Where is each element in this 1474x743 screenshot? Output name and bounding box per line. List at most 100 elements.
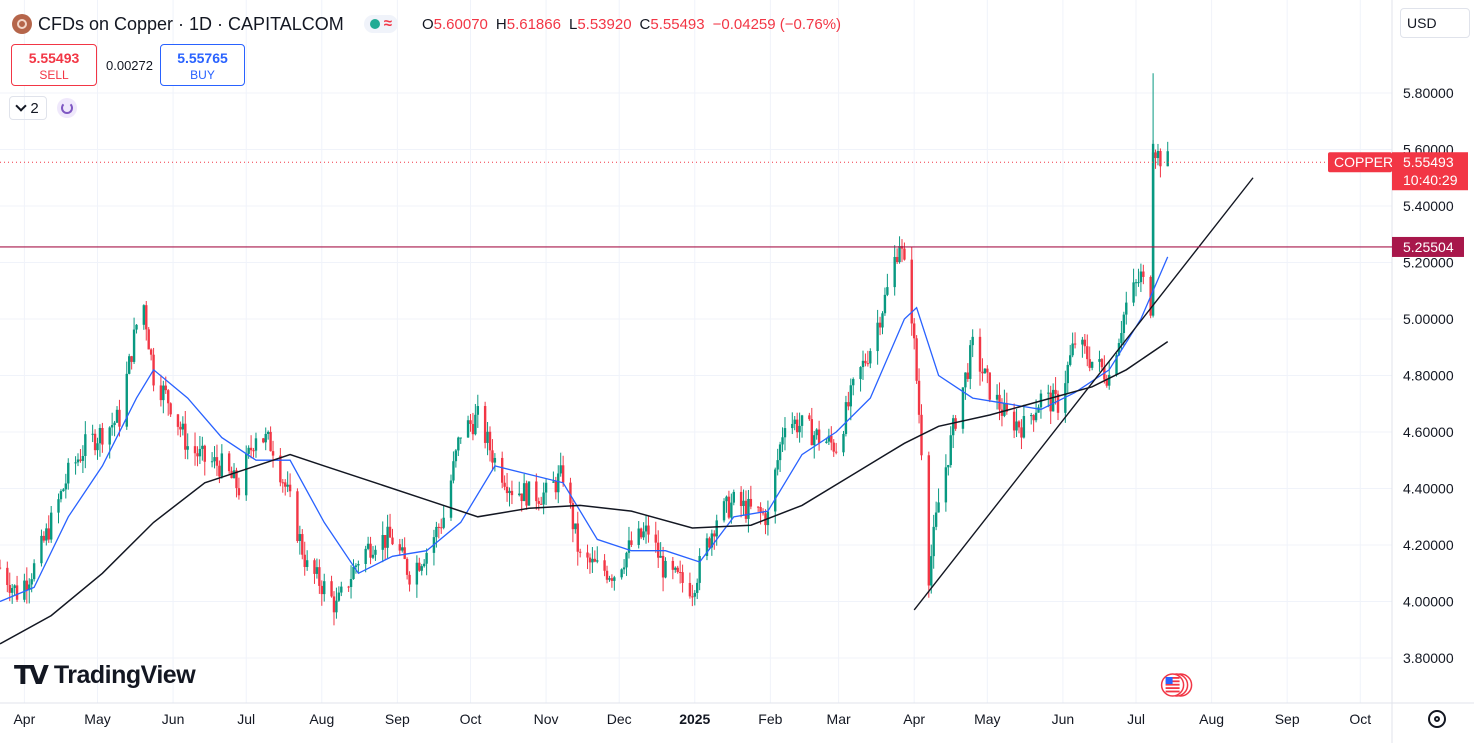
- candle-body: [525, 483, 528, 506]
- gear-icon[interactable]: [1428, 710, 1446, 728]
- y-tick-label: 5.00000: [1403, 311, 1454, 327]
- candle-body: [437, 526, 441, 528]
- currency-select[interactable]: USD: [1400, 8, 1470, 38]
- candle-body: [798, 425, 801, 433]
- candle-body: [101, 427, 104, 445]
- candle-body: [1125, 302, 1128, 315]
- market-open-icon: [369, 19, 380, 29]
- candle-body: [57, 499, 60, 513]
- candle-body: [795, 419, 799, 433]
- candle-body: [749, 498, 753, 507]
- candle-body: [215, 457, 219, 466]
- candle-body: [332, 596, 336, 613]
- candle-body: [847, 402, 850, 407]
- candle-body: [554, 481, 558, 493]
- candle-body: [357, 563, 360, 566]
- candle-body: [162, 385, 165, 401]
- candle-body: [510, 490, 514, 496]
- candle-body: [964, 372, 967, 388]
- candle-body: [366, 543, 370, 549]
- candle-body: [145, 305, 148, 330]
- y-tick-label: 4.40000: [1403, 481, 1454, 497]
- candle-body: [932, 526, 935, 557]
- spread-value: 0.00272: [106, 58, 153, 73]
- candle-body: [642, 531, 645, 538]
- x-tick-label: Jul: [237, 711, 255, 727]
- market-status[interactable]: ≈: [363, 15, 398, 33]
- candle-body: [28, 584, 31, 590]
- candle-body: [298, 534, 302, 541]
- x-tick-label: Sep: [385, 711, 410, 727]
- candle-body: [135, 324, 138, 330]
- candle-body: [352, 566, 355, 580]
- candle-body: [693, 592, 696, 597]
- candle-body: [320, 585, 323, 595]
- candle-body: [159, 385, 163, 401]
- candle-body: [715, 520, 718, 537]
- candle-body: [128, 356, 131, 374]
- candle-body: [262, 438, 265, 443]
- candle-body: [76, 459, 80, 463]
- symbol-name-tag: [1328, 152, 1392, 173]
- candle-body: [386, 526, 389, 548]
- candle-body: [561, 465, 565, 483]
- candle-body: [388, 526, 392, 538]
- candle-body: [1166, 151, 1169, 167]
- candle-body: [864, 360, 867, 364]
- candle-body: [637, 528, 640, 545]
- candle-body: [817, 429, 821, 443]
- candle-body: [374, 549, 377, 555]
- candle-body: [869, 351, 872, 364]
- candle-body: [466, 420, 470, 438]
- candle-body: [493, 457, 497, 463]
- tradingview-logo[interactable]: 𝗧𝗩 TradingView: [14, 660, 196, 690]
- candle-body: [622, 567, 626, 570]
- candle-body: [296, 491, 299, 541]
- candle-body: [691, 596, 694, 598]
- candle-body: [674, 567, 677, 570]
- y-tick-label: 5.20000: [1403, 255, 1454, 271]
- candle-body: [917, 380, 921, 415]
- candle-body: [1086, 346, 1089, 360]
- candle-body: [883, 294, 887, 314]
- candle-body: [1159, 150, 1162, 167]
- candle-body: [1142, 271, 1145, 277]
- candle-body: [951, 418, 955, 436]
- x-tick-label: Dec: [607, 711, 632, 727]
- sell-button[interactable]: 5.55493 SELL: [11, 44, 97, 86]
- candle-body: [937, 502, 940, 513]
- candle-body: [800, 415, 804, 426]
- candle-body: [608, 578, 611, 580]
- last-price-tag: [1392, 152, 1468, 191]
- candle-body: [59, 491, 63, 500]
- candle-body: [661, 555, 665, 578]
- candle-body: [284, 482, 287, 487]
- buy-button[interactable]: 5.55765 BUY: [160, 44, 245, 86]
- candle-body: [210, 461, 214, 463]
- candle-body: [605, 570, 609, 580]
- sync-icon[interactable]: [57, 98, 77, 118]
- candle-body: [15, 585, 19, 600]
- candle-body: [505, 486, 509, 494]
- candle-body: [1037, 407, 1040, 413]
- symbol-title[interactable]: CFDs on Copper · 1D · CAPITALCOM: [38, 13, 344, 34]
- x-tick-label: Aug: [309, 711, 334, 727]
- candle-body: [613, 577, 616, 581]
- tradingview-logo-icon: 𝗧𝗩: [14, 660, 49, 690]
- candle-body: [318, 567, 321, 586]
- candle-body: [235, 470, 238, 489]
- candle-body: [776, 460, 779, 470]
- candle-body: [435, 526, 438, 538]
- candle-body: [286, 484, 289, 487]
- x-tick-label: Feb: [758, 711, 782, 727]
- candle-body: [639, 528, 643, 538]
- indicators-toggle[interactable]: 2: [9, 96, 47, 120]
- candle-body: [179, 426, 182, 430]
- candle-body: [535, 481, 538, 502]
- candle-body: [415, 562, 419, 585]
- candle-body: [571, 503, 575, 530]
- candle-body: [398, 544, 402, 551]
- candle-body: [756, 506, 760, 508]
- sell-price: 5.55493: [28, 50, 80, 66]
